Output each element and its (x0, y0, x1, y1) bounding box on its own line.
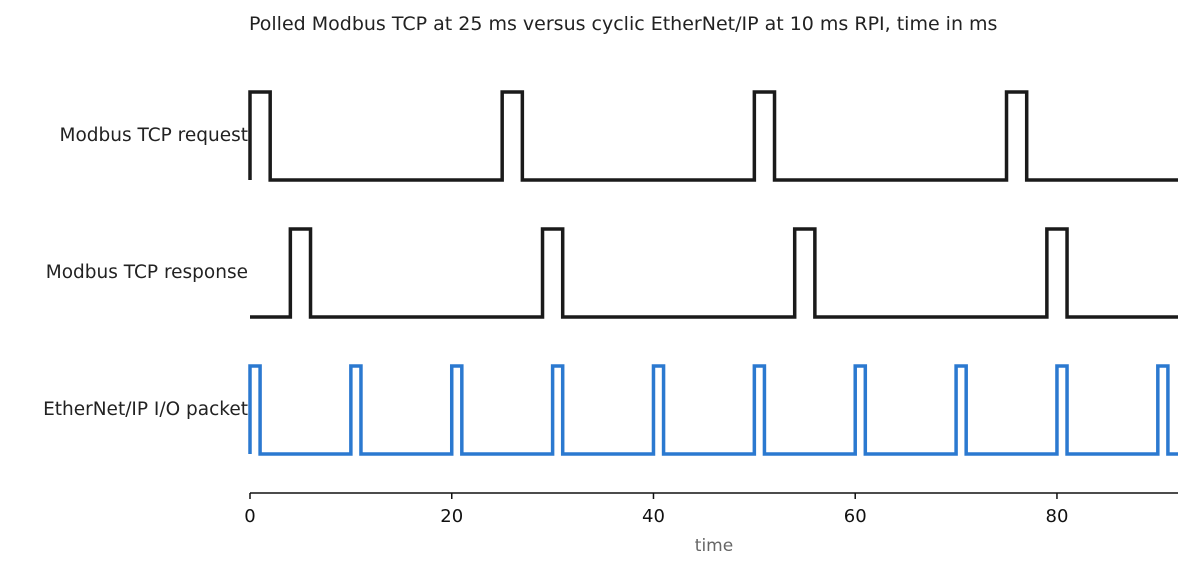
series-waveform (248, 364, 1178, 456)
pulse (956, 366, 966, 454)
chart-title: Polled Modbus TCP at 25 ms versus cyclic… (249, 13, 997, 35)
x-tick-label: 80 (1046, 506, 1069, 527)
series-waveform (250, 227, 1178, 319)
lanes: Modbus TCP request Modbus TCP response Eth… (43, 90, 1178, 456)
x-axis: 0 20 40 60 80 (244, 492, 1178, 527)
series-2: EtherNet/IP I/O packet (43, 364, 1178, 456)
pulse (351, 366, 361, 454)
pulse (754, 92, 774, 180)
x-tick-label: 60 (844, 506, 867, 527)
pulse (250, 92, 270, 180)
series-label: Modbus TCP response (46, 262, 248, 283)
pulse (1047, 229, 1067, 317)
x-axis-title: time (695, 536, 733, 556)
pulse (1007, 92, 1027, 180)
pulse (553, 366, 563, 454)
series-0: Modbus TCP request (59, 90, 1178, 182)
pulse (290, 229, 310, 317)
series-label: Modbus TCP request (59, 125, 248, 146)
pulse (502, 92, 522, 180)
pulse (452, 366, 462, 454)
pulse (653, 366, 663, 454)
x-tick-label: 0 (244, 506, 255, 527)
pulse (1057, 366, 1067, 454)
pulse (795, 229, 815, 317)
series-1: Modbus TCP response (46, 227, 1178, 319)
pulse (1158, 366, 1168, 454)
x-tick-label: 40 (642, 506, 665, 527)
pulse (754, 366, 764, 454)
series-waveform (248, 90, 1178, 182)
pulse (250, 366, 260, 454)
x-tick-label: 20 (440, 506, 463, 527)
series-label: EtherNet/IP I/O packet (43, 399, 248, 420)
pulse (855, 366, 865, 454)
pulse (543, 229, 563, 317)
